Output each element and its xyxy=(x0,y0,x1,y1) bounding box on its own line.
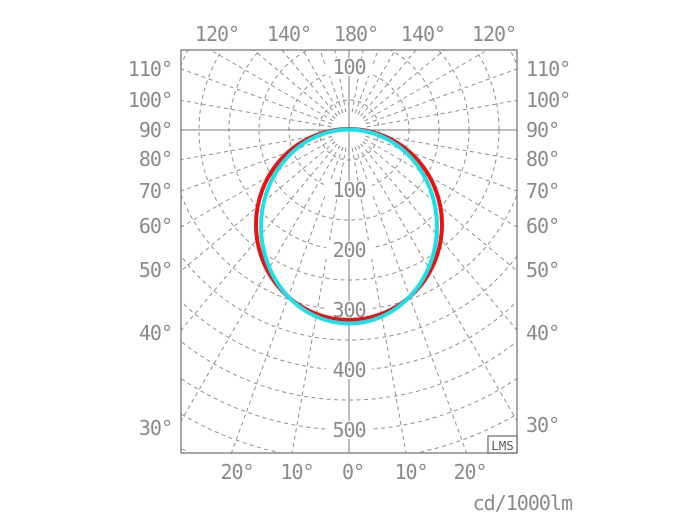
grid-radial-line xyxy=(181,145,341,422)
angle-label-right-60: 60° xyxy=(526,214,559,238)
grid-radial-line xyxy=(354,50,379,114)
top-angle-labels: 120° 140° 180° 140° 120° xyxy=(195,22,517,46)
angle-label-left-60: 60° xyxy=(139,214,172,238)
grid-radial-line xyxy=(209,50,334,122)
label-mask xyxy=(326,421,372,439)
radial-scale-labels: 100 100 200 300 400 500 xyxy=(326,55,372,442)
label-mask xyxy=(326,241,372,259)
grid-radial-line xyxy=(181,143,338,331)
grid-radial-line xyxy=(360,143,517,331)
chart-frame xyxy=(180,49,518,454)
angle-label-left-90: 90° xyxy=(139,118,172,142)
label-mask xyxy=(326,301,372,319)
intensity-curves xyxy=(254,127,444,326)
grid-radial-line xyxy=(364,50,489,122)
grid-radial-line xyxy=(291,147,347,453)
grid-radial-line xyxy=(365,68,517,125)
radial-tick-label-100: 100 xyxy=(332,178,365,202)
angle-label-right-90: 90° xyxy=(526,118,559,142)
angle-label-bottom-20-right: 20° xyxy=(453,460,486,484)
angle-label-top-140-right: 140° xyxy=(401,22,445,46)
angle-label-top-140-left: 140° xyxy=(267,22,311,46)
lms-watermark: LMS xyxy=(487,435,518,454)
label-mask xyxy=(326,181,372,199)
angle-label-right-50: 50° xyxy=(526,258,559,282)
left-angle-labels: 110° 100° 90° 80° 70° 60° 50° 40° 30° xyxy=(128,57,173,440)
grid-radial-line xyxy=(252,50,336,119)
grid-radial-line xyxy=(354,146,468,453)
radial-tick-label-200: 200 xyxy=(332,238,365,262)
angle-label-right-100: 100° xyxy=(526,88,570,112)
label-mask xyxy=(326,58,372,76)
angle-label-left-110: 110° xyxy=(128,57,172,81)
curve-c90-c270 xyxy=(259,127,439,326)
lms-box xyxy=(487,435,518,454)
radial-tick-label-400: 400 xyxy=(332,358,365,382)
grid-radial-line xyxy=(181,132,332,161)
lms-label: LMS xyxy=(491,438,514,453)
angle-label-bottom-10-right: 10° xyxy=(394,460,427,484)
angle-label-right-30: 30° xyxy=(526,413,559,437)
grid-radial-line xyxy=(351,147,407,453)
angle-label-top-180: 180° xyxy=(334,22,378,46)
unit-label: cd/1000lm xyxy=(473,491,573,515)
angle-label-right-110: 110° xyxy=(526,57,570,81)
angle-label-left-50: 50° xyxy=(139,258,172,282)
angle-label-left-40: 40° xyxy=(139,321,172,345)
angle-label-left-30: 30° xyxy=(139,416,172,440)
angle-label-bottom-10-left: 10° xyxy=(280,460,313,484)
grid-radial-line xyxy=(181,141,336,272)
grid-radial-line xyxy=(181,135,333,192)
grid-radial-line xyxy=(366,132,517,161)
bottom-angle-labels: 20° 10° 0° 10° 20° xyxy=(220,460,487,484)
radial-tick-label-up-100: 100 xyxy=(332,55,365,79)
grid-radial-line xyxy=(362,50,446,119)
grid-radial-line xyxy=(230,146,344,453)
angle-label-right-70: 70° xyxy=(526,179,559,203)
angle-label-top-120-left: 120° xyxy=(195,22,239,46)
angle-label-bottom-20-left: 20° xyxy=(220,460,253,484)
grid-radial-line xyxy=(366,99,517,128)
grid-radial-line xyxy=(357,145,517,422)
grid-radial-line xyxy=(181,99,332,128)
angle-label-left-80: 80° xyxy=(139,147,172,171)
angle-label-right-80: 80° xyxy=(526,147,559,171)
angle-label-left-70: 70° xyxy=(139,179,172,203)
grid-radial-line xyxy=(281,50,338,117)
right-angle-labels: 110° 100° 90° 80° 70° 60° 50° 40° 30° xyxy=(526,57,571,437)
grid-radial-line xyxy=(319,50,344,114)
radial-tick-label-500: 500 xyxy=(332,418,365,442)
grid-radial-line xyxy=(302,50,341,115)
grid-radial-line xyxy=(357,50,396,115)
label-mask xyxy=(326,361,372,379)
angle-label-top-120-right: 120° xyxy=(472,22,516,46)
angle-label-right-40: 40° xyxy=(526,321,559,345)
angle-label-left-100: 100° xyxy=(128,88,172,112)
grid-radial-line xyxy=(181,68,333,125)
grid-radial-line xyxy=(362,141,517,272)
angle-label-bottom-0: 0° xyxy=(342,460,364,484)
grid-radial-line xyxy=(360,50,417,117)
grid-radial-line xyxy=(365,135,517,192)
